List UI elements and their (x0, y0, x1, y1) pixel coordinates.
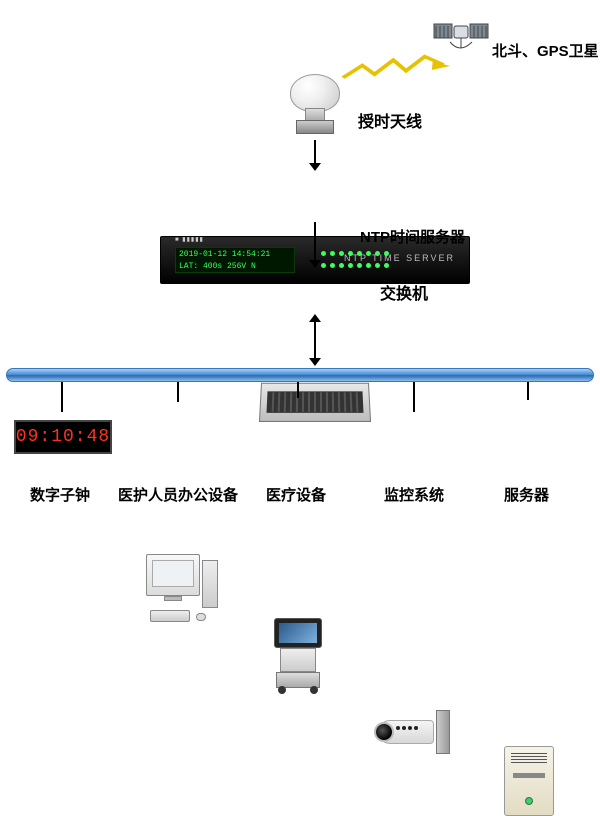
medical-equipment-icon (268, 618, 328, 694)
ntp-screen-line2: LAT: 400s 256V N (179, 262, 256, 271)
ntp-panel-text: NTP TIME SERVER (344, 253, 455, 263)
digital-clock-device: 09:10:48 (14, 420, 112, 454)
camera-label: 监控系统 (384, 484, 444, 505)
office-equipment-icon (140, 554, 218, 622)
satellite-label: 北斗、GPS卫星 (492, 40, 599, 61)
signal-lightning-icon (335, 50, 454, 94)
digital-clock-time: 09:10:48 (16, 427, 110, 447)
server-label: 服务器 (504, 484, 549, 505)
arrow-switch-bus (314, 322, 316, 360)
arrow-switch-bus-down (309, 358, 321, 366)
ntp-brand-text: ■ ▮▮▮▮▮ (175, 236, 204, 243)
ntp-screen-line1: 2019-01-12 14:54:21 (179, 250, 270, 259)
switch-device (259, 383, 371, 422)
office-label: 医护人员办公设备 (118, 484, 238, 505)
cctv-camera-icon (378, 710, 452, 760)
digital-clock-label: 数字子钟 (30, 484, 90, 505)
arrow-ntp-switch (314, 222, 316, 262)
ntp-label: NTP时间服务器 (360, 226, 465, 247)
antenna-icon (286, 74, 344, 138)
network-bus (6, 368, 594, 382)
antenna-label: 授时天线 (358, 108, 422, 132)
server-tower-icon (504, 746, 554, 816)
ntp-leds-row2 (321, 263, 389, 268)
switch-label: 交换机 (380, 280, 428, 304)
drop-line-office (177, 382, 179, 402)
drop-line-camera (413, 382, 415, 412)
arrow-antenna-ntp-head (309, 163, 321, 171)
switch-ports (266, 391, 363, 413)
drop-line-server (527, 382, 529, 400)
arrow-switch-bus-up (309, 314, 321, 322)
arrow-ntp-switch-head (309, 260, 321, 268)
arrow-antenna-ntp (314, 140, 316, 165)
drop-line-clock (61, 382, 63, 412)
ntp-screen: 2019-01-12 14:54:21 LAT: 400s 256V N (175, 247, 295, 273)
medical-label: 医疗设备 (266, 484, 326, 505)
drop-line-medical (297, 382, 299, 398)
